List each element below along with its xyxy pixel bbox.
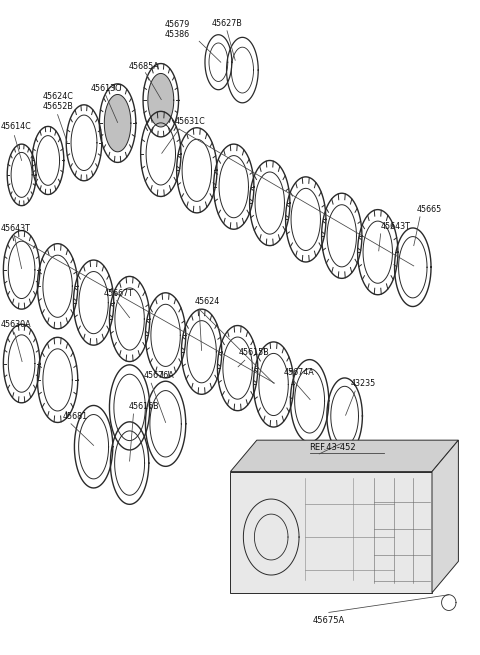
Text: 45616B: 45616B bbox=[129, 402, 159, 411]
Polygon shape bbox=[230, 472, 432, 593]
Text: 45631C: 45631C bbox=[174, 117, 205, 126]
Text: 45667T: 45667T bbox=[103, 289, 133, 298]
Text: 45665: 45665 bbox=[417, 205, 442, 214]
Text: 45643T: 45643T bbox=[1, 223, 31, 233]
Text: 45624: 45624 bbox=[194, 297, 220, 306]
Text: 45676A: 45676A bbox=[144, 371, 175, 380]
Text: 45643T: 45643T bbox=[381, 221, 410, 231]
Polygon shape bbox=[230, 440, 458, 472]
Text: 45613C: 45613C bbox=[90, 84, 121, 93]
Text: 45615B: 45615B bbox=[239, 348, 269, 357]
Text: 45624C
45652B: 45624C 45652B bbox=[42, 92, 73, 111]
Text: 45630A: 45630A bbox=[1, 320, 32, 329]
Text: REF.43-452: REF.43-452 bbox=[310, 443, 356, 452]
Text: 45675A: 45675A bbox=[312, 616, 345, 625]
Text: 45685A: 45685A bbox=[129, 62, 159, 71]
Text: 45614C: 45614C bbox=[1, 122, 32, 131]
Text: 45627B: 45627B bbox=[211, 18, 242, 28]
Text: 45674A: 45674A bbox=[283, 367, 314, 377]
Text: 43235: 43235 bbox=[350, 379, 376, 388]
Ellipse shape bbox=[148, 73, 174, 127]
Ellipse shape bbox=[104, 94, 131, 152]
Text: 45679
45386: 45679 45386 bbox=[164, 20, 190, 39]
Text: 45681: 45681 bbox=[62, 411, 87, 421]
Polygon shape bbox=[432, 440, 458, 593]
